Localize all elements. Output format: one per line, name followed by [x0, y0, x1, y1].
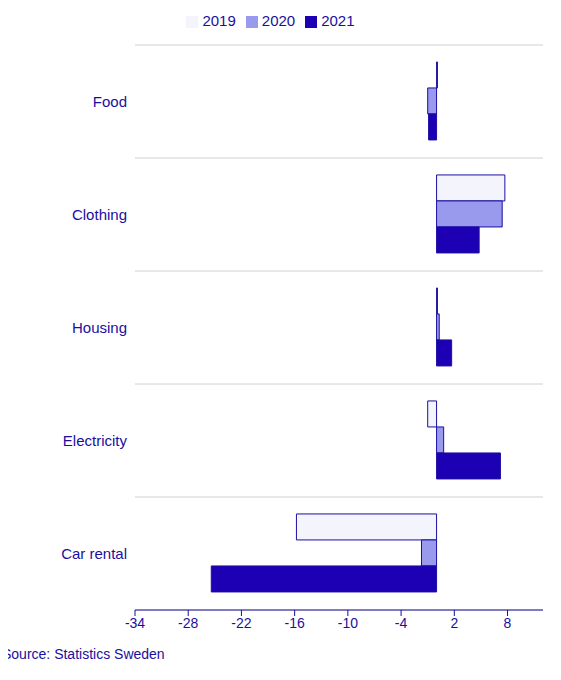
- svg-text:-28: -28: [178, 615, 198, 631]
- html-text:2021: 2021: [321, 12, 355, 29]
- svg-text:-22: -22: [231, 615, 251, 631]
- html-text:Source: Statistics Sweden: Source: Statistics Sweden: [2, 646, 165, 662]
- svg-text:-16: -16: [285, 615, 305, 631]
- svg-text:8: 8: [504, 615, 512, 631]
- svg-text:Electricity: Electricity: [63, 432, 128, 449]
- svg-text:Car rental: Car rental: [61, 545, 127, 562]
- svg-text:-10: -10: [338, 615, 358, 631]
- svg-text:Food: Food: [93, 93, 127, 110]
- html-text:2020: 2020: [261, 12, 296, 29]
- svg-text:Clothing: Clothing: [72, 206, 127, 223]
- svg-text:Housing: Housing: [72, 319, 127, 336]
- svg-text:2: 2: [450, 615, 458, 631]
- svg-text:-34: -34: [125, 615, 145, 631]
- svg-text:-4: -4: [395, 615, 408, 631]
- html-text:2019: 2019: [202, 12, 236, 29]
